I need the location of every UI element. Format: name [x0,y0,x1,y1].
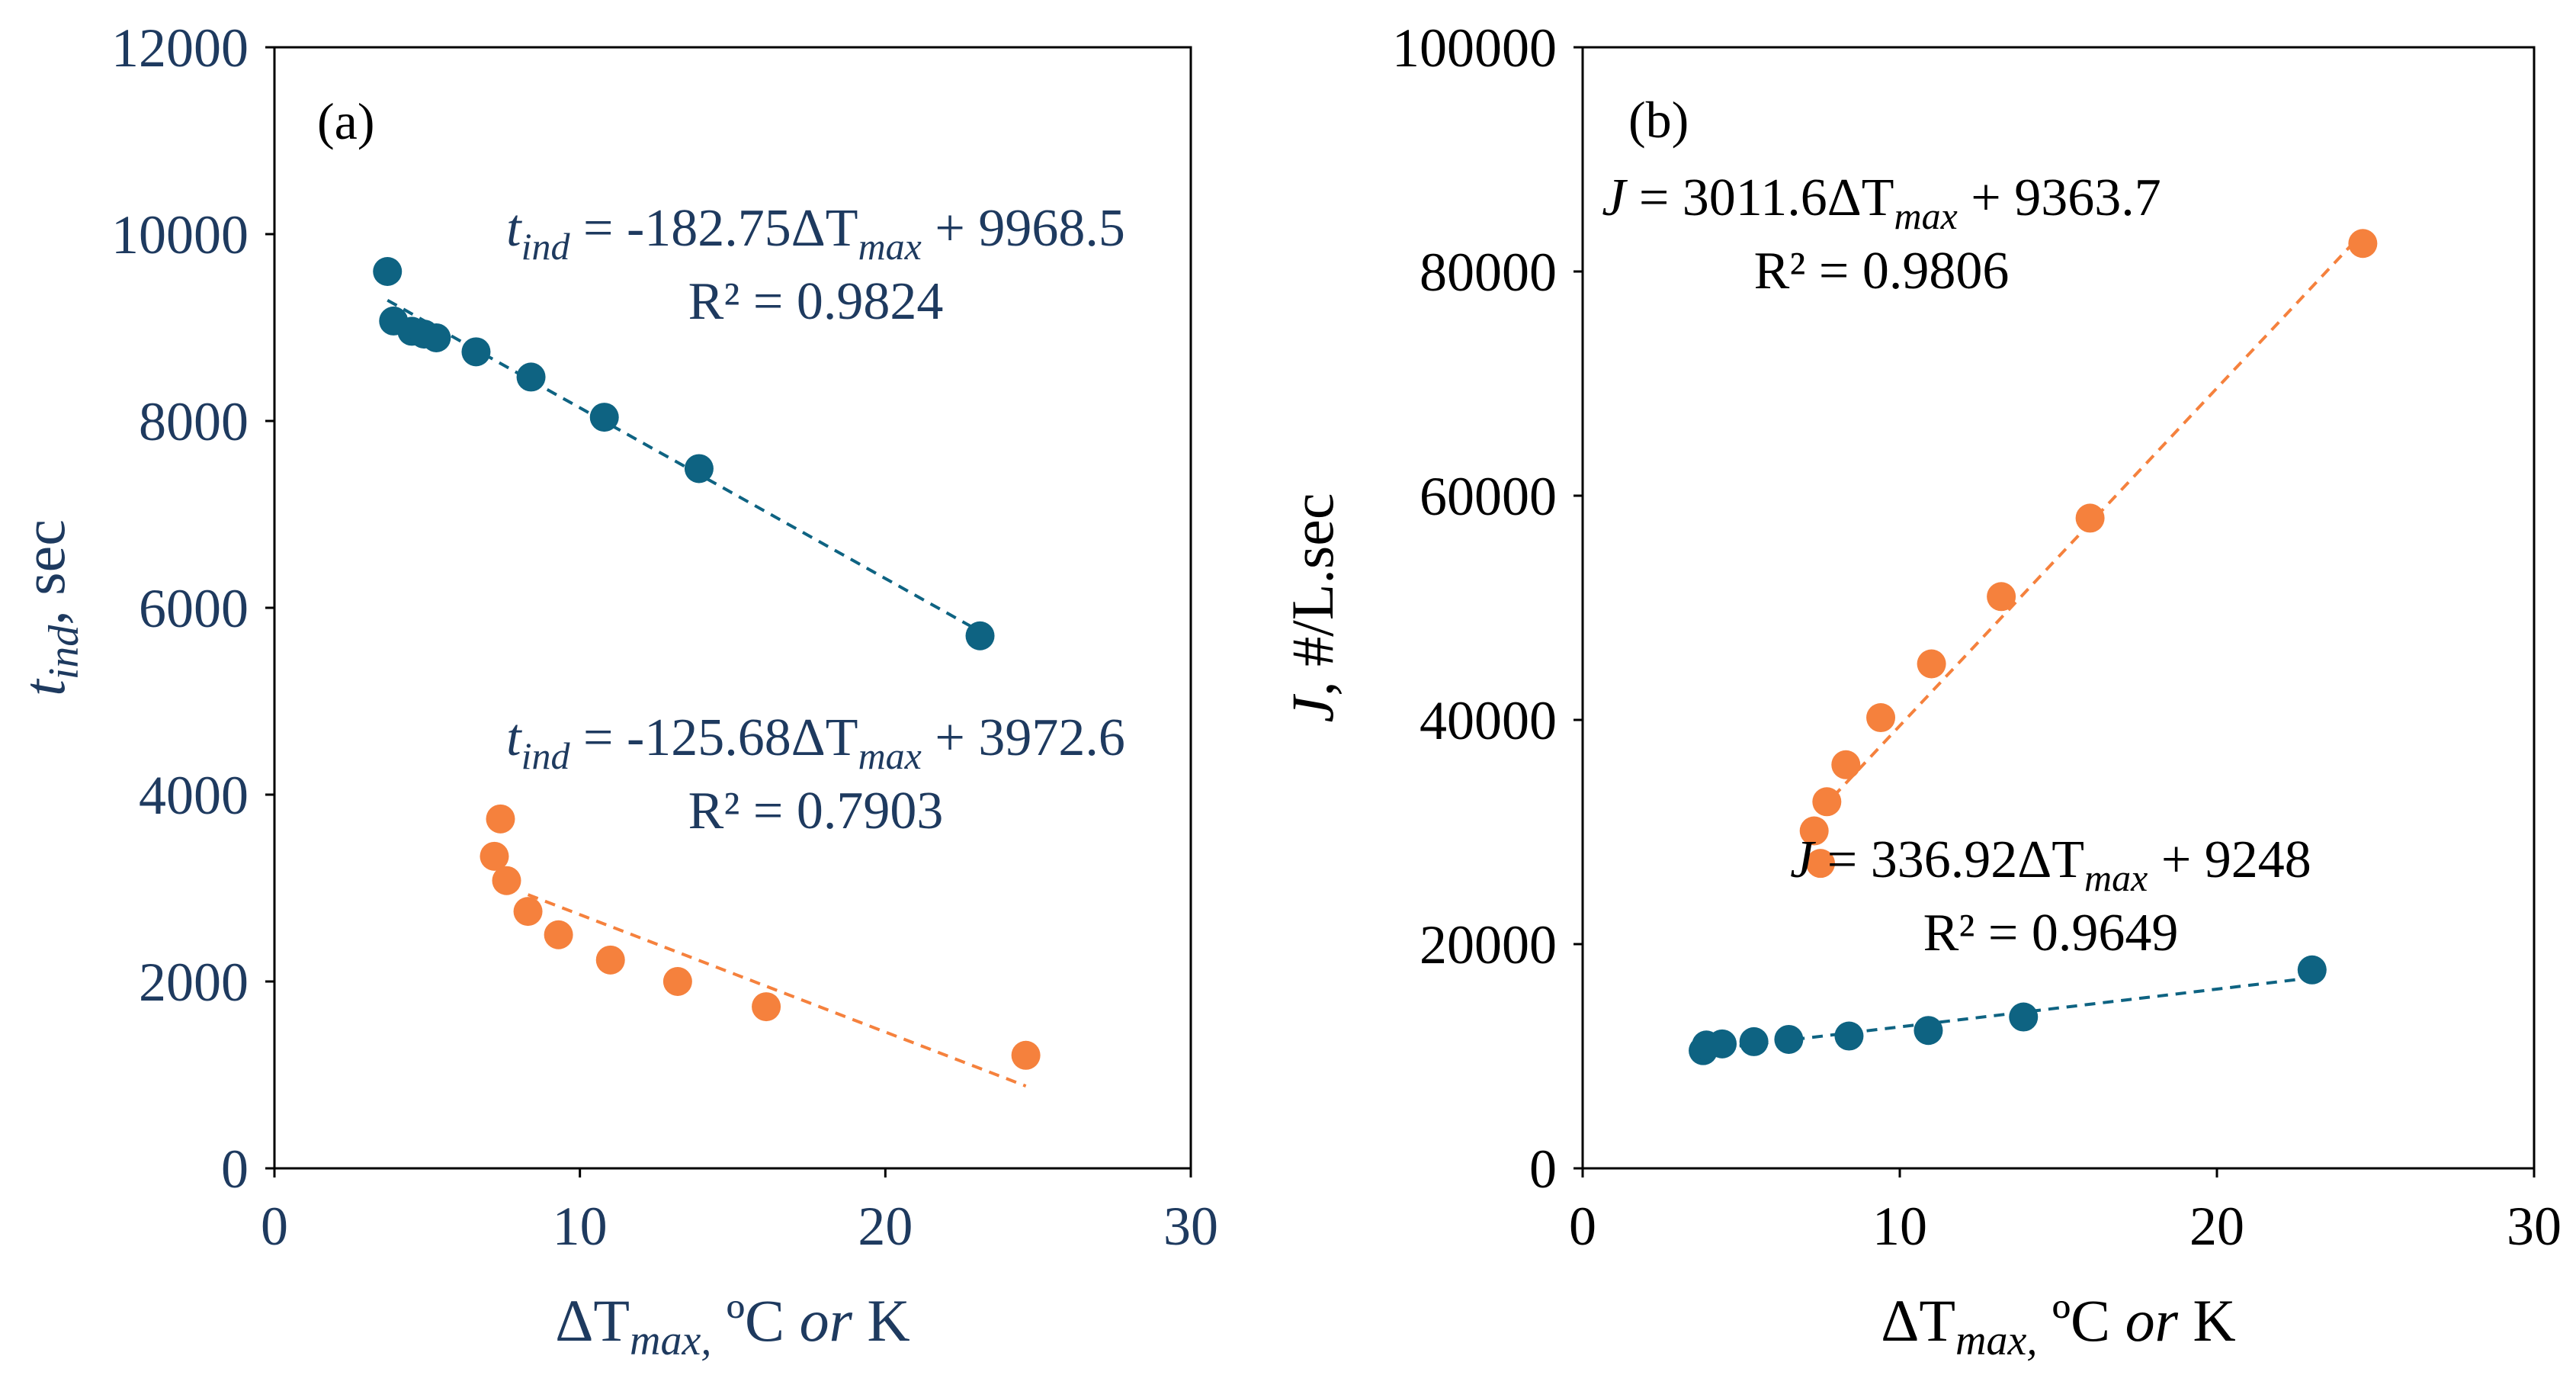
r2-a-orange: R² = 0.7903 [688,782,944,840]
series-blue-point [965,621,995,651]
series-blue-point [2009,1002,2039,1032]
series-orange-trendline [527,893,1027,1087]
x-tick-label: 0 [1569,1196,1596,1257]
r2-b-orange: R² = 0.9806 [1754,242,2010,300]
chart-panel-a: 0 2000 4000 6000 8000 10000 12000 0 10 20 30 (a) … [11,18,1218,1364]
r2-b-blue: R² = 0.9649 [1923,904,2179,962]
series-blue-point [1774,1024,1804,1054]
equation-a-orange: tind = -125.68ΔTmax + 3972.6 [506,708,1125,777]
y-tick-label: 10000 [111,204,249,265]
y-tick-label: 6000 [139,578,249,639]
x-tick-label: 30 [1163,1196,1218,1257]
x-tick-label: 10 [1872,1196,1927,1257]
y-tick-label: 0 [221,1139,249,1200]
panel-label-a: (a) [317,92,374,150]
series-blue-point [516,362,546,392]
series-blue-point [1914,1016,1943,1046]
plot-area-b [1581,46,2536,1170]
series-blue-point [589,403,619,432]
series-orange-point [486,804,515,834]
series-blue-point [461,337,491,367]
series-orange-point [2348,229,2378,259]
series-orange-point [1806,849,1835,879]
x-tick-label: 10 [553,1196,608,1257]
series-orange-point [752,992,781,1022]
series-blue-point [1739,1026,1769,1056]
y-tick-label: 20000 [1420,914,1557,975]
y-axis-label-a: tind, sec [11,519,88,696]
y-tick-label: 2000 [139,952,249,1013]
series-orange-point [1987,582,2016,612]
series-blue-point [422,323,451,352]
plot-area-a [273,46,1192,1170]
series-orange-point [544,920,573,949]
equation-b-orange: J = 3011.6ΔTmax + 9363.7 [1602,169,2161,237]
series-orange-point [480,841,509,871]
x-tick-label: 20 [858,1196,913,1257]
y-axis-label-b: J, #/L.sec [1288,493,1346,722]
x-axis-label-a: ΔTmax, ºC or K [555,1287,910,1364]
equation-a-blue: tind = -182.75ΔTmax + 9968.5 [506,199,1125,268]
series-orange-point [1812,787,1842,817]
series-orange-point [1011,1040,1041,1070]
series-orange-point [595,945,625,975]
y-tick-label: 100000 [1392,18,1557,79]
x-tick-label: 0 [261,1196,288,1257]
y-tick-label: 60000 [1420,466,1557,527]
panel-label-b: (b) [1628,91,1689,149]
series-blue-point [684,454,714,483]
y-tick-label: 40000 [1420,690,1557,751]
series-orange-trendline [1819,231,2364,811]
x-axis-label-b: ΔTmax, ºC or K [1881,1287,2236,1364]
series-orange-point [1831,750,1861,779]
series-blue-point [373,257,403,286]
series-blue-point [1834,1021,1864,1051]
series-orange-point [492,866,521,895]
x-tick-label: 20 [2189,1196,2244,1257]
y-tick-label: 4000 [139,765,249,826]
chart-panel-b: 0 20000 40000 60000 80000 100000 0 10 20 30 (b) … [1288,0,2576,1375]
y-tick-label: 80000 [1420,242,1557,303]
series-orange-point [1799,816,1829,846]
series-orange-point [1917,649,1946,679]
series-blue-point [2297,955,2327,985]
series-orange-point [662,967,692,996]
equation-b-blue: J = 336.92ΔTmax + 9248 [1790,830,2311,899]
y-tick-label: 0 [1529,1139,1557,1200]
series-orange-point [2075,503,2105,533]
y-tick-label: 12000 [111,18,249,79]
series-orange-point [1866,703,1896,733]
r2-a-blue: R² = 0.9824 [688,272,944,331]
x-tick-label: 30 [2507,1196,2562,1257]
series-blue-point [1708,1029,1737,1059]
y-tick-label: 8000 [139,391,249,452]
series-orange-point [513,897,543,927]
